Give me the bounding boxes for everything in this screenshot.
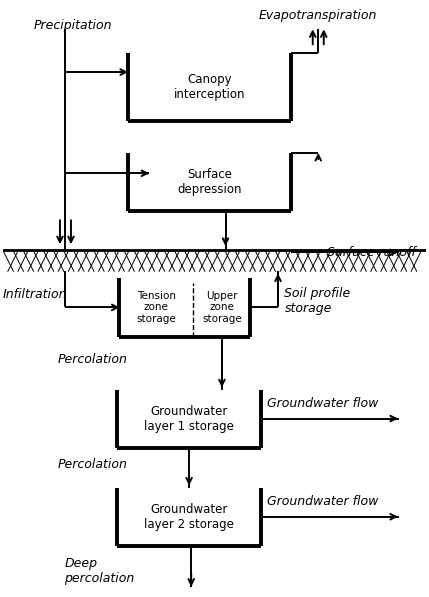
Text: Percolation: Percolation <box>58 458 128 470</box>
Text: Groundwater
layer 1 storage: Groundwater layer 1 storage <box>144 405 234 433</box>
Text: Groundwater
layer 2 storage: Groundwater layer 2 storage <box>144 503 234 531</box>
Text: Canopy
interception: Canopy interception <box>173 73 245 101</box>
Text: Groundwater flow: Groundwater flow <box>267 397 379 410</box>
Text: Infiltration: Infiltration <box>3 288 67 301</box>
Text: Percolation: Percolation <box>58 353 128 366</box>
Text: Tension
zone
storage: Tension zone storage <box>136 291 176 324</box>
Text: Groundwater flow: Groundwater flow <box>267 496 379 509</box>
Text: Evapotranspiration: Evapotranspiration <box>259 9 378 21</box>
Text: Surface runoff: Surface runoff <box>327 246 416 259</box>
Text: Deep
percolation: Deep percolation <box>64 556 134 584</box>
Text: Surface
depression: Surface depression <box>177 168 242 196</box>
Text: Upper
zone
storage: Upper zone storage <box>202 291 242 324</box>
Text: Precipitation: Precipitation <box>34 19 112 32</box>
Text: Soil profile
storage: Soil profile storage <box>284 288 350 315</box>
